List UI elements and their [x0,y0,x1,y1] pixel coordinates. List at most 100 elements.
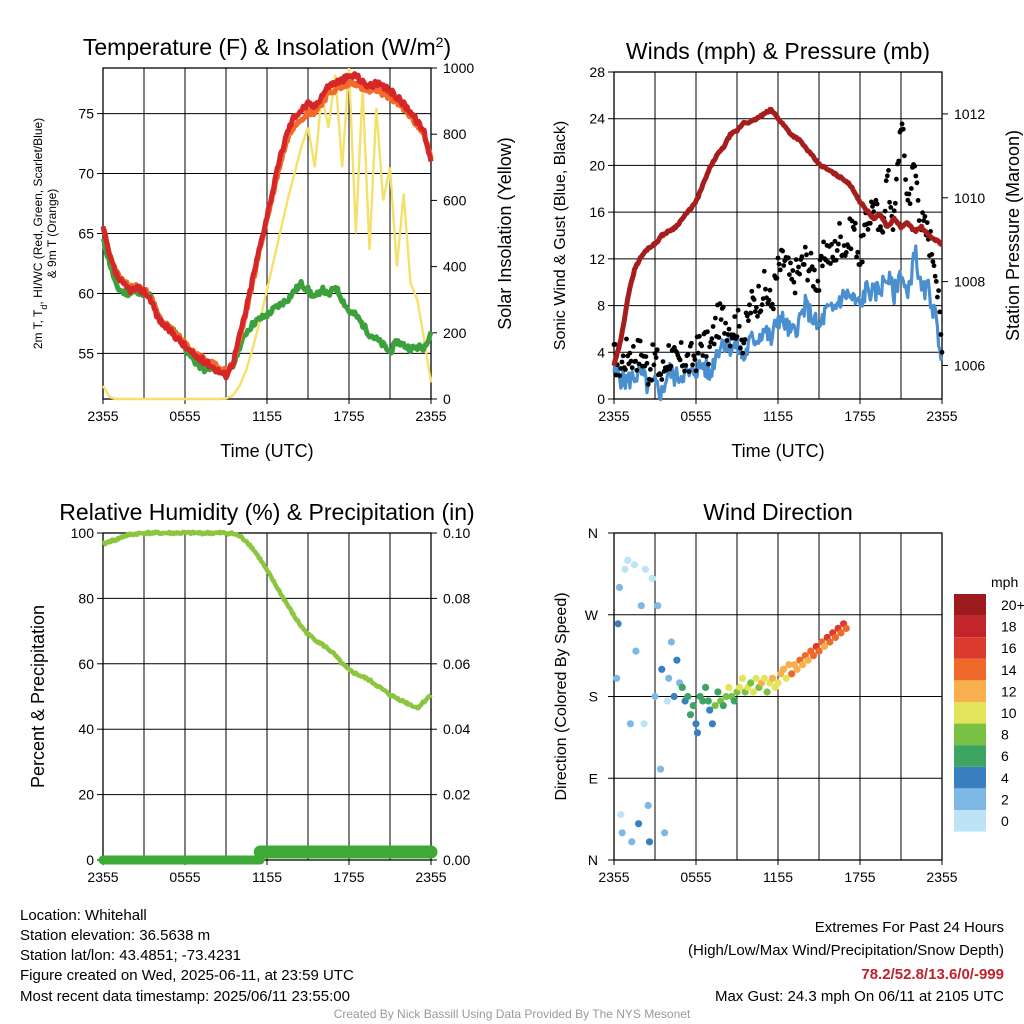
winds-gust-point [855,249,861,255]
wind-direction-point [684,692,692,701]
winds-gust-point [913,173,919,179]
wind-direction-point [738,674,747,682]
winds-gust-point [650,342,656,347]
temperature-y-tick-label: 75 [78,106,94,122]
winds-gust-point [935,294,940,300]
winds-gust-point [677,357,683,363]
winds-gust-point [766,297,772,303]
winds-gust-point [705,329,710,335]
winds-gust-point [724,338,730,343]
temperature-y-axis-title: 2m T, Td, HI/WC (Red, Green, Scarlet/Blu… [31,118,49,349]
winds-gust-point [774,275,780,281]
wind-direction-point [749,688,758,696]
wind-direction-point [632,647,640,655]
winds-gust-point [706,361,711,367]
winds-gust-point [829,242,834,247]
wind-direction-legend-label: 4 [1001,770,1009,786]
winds-gust-point [781,263,787,268]
wind-direction-point [774,679,782,687]
humidity-x-tick-label: 1155 [252,869,282,885]
humidity-y-tick-label: 40 [78,721,94,737]
winds-gust-point [820,263,825,269]
temperature-x-tick-label: 2355 [415,408,446,424]
winds-y2-tick-label: 1006 [954,357,985,373]
humidity-y-tick-label: 100 [71,525,95,541]
winds-gust-point [775,255,781,261]
winds-gust-point [792,290,798,296]
winds-x-tick-label: 1755 [844,408,875,424]
winds-gust-point [851,227,857,232]
humidity-y2-tick-label: 0.04 [443,721,470,737]
winds-y-tick-label: 0 [597,391,605,407]
temperature-y-axis-title-line2: & 9m T (Orange) [45,189,59,279]
winds-gust-point [805,277,810,283]
winds-gust-point [787,272,792,277]
winds-gust-point [888,205,894,210]
credit-line: Created By Nick Bassill Using Data Provi… [333,1007,691,1021]
winds-title: Winds (mph) & Pressure (mb) [626,38,930,64]
winds-gust-point [883,178,889,184]
winds-gust-point [742,337,748,342]
wind-direction-point [614,620,622,628]
winds-gust-point [887,199,892,205]
winds-gust-point [644,360,650,366]
winds-gust-point [916,218,922,224]
winds-gust-point [890,227,896,233]
wind-direction-point [693,729,702,737]
winds-gust-point [735,307,741,313]
winds-gust-point [761,268,767,274]
wind-direction-point [645,838,654,846]
temperature-y2-tick-label: 800 [443,126,467,142]
winds-y2-tick-label: 1008 [954,274,985,290]
wind-direction-y-tick-label: E [589,770,598,786]
winds-gust-point [836,241,841,247]
wind-direction-legend-swatch [954,766,986,789]
wind-direction-point [656,765,665,773]
winds-gust-point [759,302,765,308]
wind-direction-point [815,647,823,655]
winds-gust-point [815,278,821,284]
winds-gust-point [886,168,891,173]
winds-gust-point [808,250,814,256]
wind-direction-point [670,692,678,701]
wind-direction-point [747,679,755,687]
winds-gust-point [682,368,687,374]
winds-gust-point [734,334,740,339]
winds-gust-point [878,224,883,230]
wind-direction-legend-label: 8 [1001,727,1009,743]
humidity-grid: 2355 0555 1155 1755 2355 [87,532,447,885]
winds-gust-point [709,336,715,342]
winds-gust-point [915,198,921,203]
winds-gust-point [636,361,642,367]
wind-direction-x-tick-label: 2355 [598,869,629,885]
wind-direction-point [826,638,834,646]
winds-gust-point [744,313,750,319]
winds-gust-point [896,158,902,164]
wind-direction-y-tick-label: W [585,607,599,623]
wind-direction-point [628,838,636,846]
winds-gust-point [776,261,782,267]
winds-gust-point [643,354,649,359]
extremes-values: 78.2/52.8/13.6/0/-999 [861,966,1004,983]
winds-gust-point [849,218,855,224]
wind-direction-legend-swatch [954,810,986,832]
temperature-grid: 2355 0555 1155 1755 2355 [87,67,447,424]
winds-gust-point [932,273,938,279]
winds-gust-point [900,126,906,132]
winds-gust-point [939,349,945,355]
wind-direction-point [793,665,801,673]
winds-gust-point [854,254,859,260]
wind-direction-legend-swatch [954,594,986,616]
winds-y-tick-label: 24 [589,111,605,127]
winds-gust-point [908,186,914,191]
footer-recent: Most recent data timestamp: 2025/06/11 2… [20,988,350,1005]
wind-direction-legend-swatch [954,680,986,702]
winds-gust-point [648,367,653,372]
winds-x-tick-label: 1155 [763,408,793,424]
wind-direction-point [788,670,796,678]
winds-gust-point [716,335,722,340]
winds-gust-point [905,197,911,203]
wind-direction-point [617,811,625,819]
winds-gust-point [833,257,839,263]
wind-direction-title: Wind Direction [703,499,853,525]
